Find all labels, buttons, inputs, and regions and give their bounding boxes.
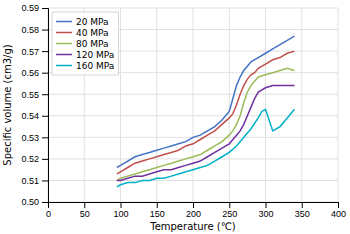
tick-mark [42,94,48,95]
tick-mark [84,202,85,208]
tick-label: 350 [295,209,310,219]
tick-label: 0.53 [21,133,39,143]
tick-mark [121,202,122,208]
tick-mark [42,30,48,31]
tick-label: 0.56 [21,68,39,78]
tick: 0.51 [21,176,48,186]
legend-item: 160 MPa [56,61,114,71]
lines [117,36,295,187]
grid-line-y [48,115,338,116]
tick-mark [229,202,230,208]
tick-label: 0.51 [21,176,39,186]
tick-label: 0 [46,209,51,219]
x-axis-title: Temperature (℃) [149,221,236,232]
chart-svg: 0 50 100 150 200 250 300 350 400 0.50 0.51 0.52 0.53… [0,0,350,234]
legend-swatch [56,54,72,56]
tick-mark [42,116,48,117]
tick: 0.54 [21,111,48,121]
legend-label: 120 MPa [76,50,114,60]
legend: 20 MPa40 MPa80 MPa120 MPa160 MPa [52,12,118,75]
tick-label: 0.52 [21,154,39,164]
grid-line-y [48,180,338,181]
tick-label: 300 [258,209,273,219]
legend-swatch [56,43,72,45]
tick: 0.56 [21,68,48,78]
legend-label: 160 MPa [76,61,114,71]
tick-mark [42,159,48,160]
tick-mark [42,202,48,203]
grid-line-x [229,8,230,202]
grid-line-x [156,8,157,202]
x-axis: 0 50 100 150 200 250 300 350 400 [46,202,346,219]
tick: 100 [113,202,128,219]
legend-box [52,12,118,75]
axis-domain [49,203,339,209]
tick: 150 [150,202,165,219]
tick-mark [42,180,48,181]
tick: 200 [186,202,201,219]
series-line [117,51,295,174]
tick: 0.52 [21,154,48,164]
legend-label: 20 MPa [76,17,109,27]
tick: 0.59 [21,3,48,13]
tick-mark [42,137,48,138]
tick-label: 0.59 [21,3,39,13]
grid-line-x [265,8,266,202]
tick: 0.53 [21,133,48,143]
tick-label: 0.50 [21,197,39,207]
y-axis: 0.50 0.51 0.52 0.53 0.54 0.55 0.56 0.57 0.58 0.59 [21,3,48,207]
tick-label: 150 [150,209,165,219]
legend-item: 120 MPa [56,50,114,60]
tick-label: 400 [331,209,346,219]
tick-mark [42,73,48,74]
tick: 250 [222,202,237,219]
grid-line-x [301,8,302,202]
tick: 300 [258,202,273,219]
grid-line-y [48,8,338,9]
tick-label: 200 [186,209,201,219]
legend-label: 40 MPa [76,28,109,38]
grid [48,8,338,202]
grid-line-y [48,94,338,95]
tick: 400 [331,202,346,219]
y-axis-title: Specific volume (cm3/g) [2,44,13,166]
tick: 0.50 [21,197,48,207]
tick-label: 100 [113,209,128,219]
tick: 50 [80,202,90,219]
legend-swatch [56,65,72,67]
tick: 0.57 [21,46,48,56]
axis-domain [42,9,49,203]
tick-label: 250 [222,209,237,219]
tick-mark [42,8,48,9]
tick-mark [266,202,267,208]
tick-label: 0.57 [21,46,39,56]
legend-item: 80 MPa [56,39,109,49]
tick-mark [42,51,48,52]
legend-swatch [56,32,72,34]
grid-line-y [48,158,338,159]
tick: 350 [295,202,310,219]
tick-mark [338,202,339,208]
legend-label: 80 MPa [76,39,109,49]
tick-mark [193,202,194,208]
series-line [117,36,295,167]
legend-item: 20 MPa [56,17,109,27]
series-line [117,68,295,180]
legend-item: 40 MPa [56,28,109,38]
legend-swatch [56,21,72,23]
tick: 0.58 [21,25,48,35]
grid-line-x [338,8,339,202]
tick-label: 0.54 [21,111,39,121]
tick-label: 0.55 [21,90,39,100]
tick-mark [157,202,158,208]
tick: 0 [46,202,51,219]
grid-line-x [193,8,194,202]
plot-area: 0 50 100 150 200 250 300 350 400 0.50 0.51 0.52 0.53… [21,3,346,219]
tick-label: 50 [80,209,90,219]
chart-container: 0 50 100 150 200 250 300 350 400 0.50 0.51 0.52 0.53… [0,0,350,234]
series-line [117,109,295,187]
tick-mark [302,202,303,208]
tick: 0.55 [21,90,48,100]
tick-label: 0.58 [21,25,39,35]
